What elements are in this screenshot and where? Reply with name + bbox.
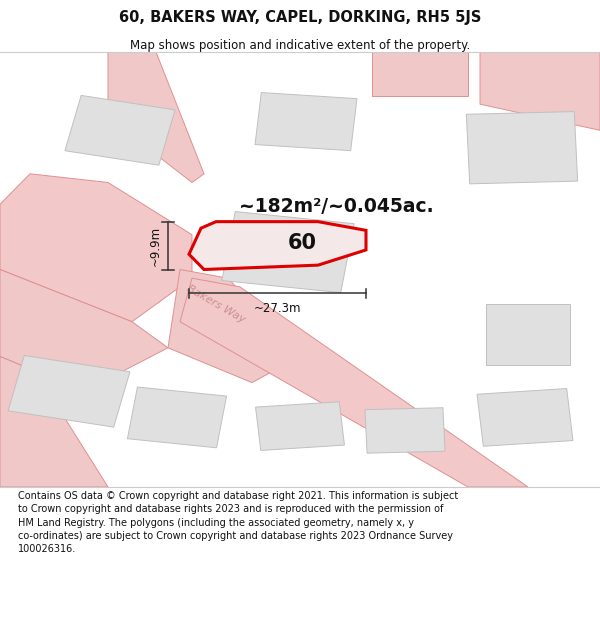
Polygon shape <box>466 111 578 184</box>
Text: Map shows position and indicative extent of the property.: Map shows position and indicative extent… <box>130 39 470 52</box>
Text: ~27.3m: ~27.3m <box>254 302 301 315</box>
Polygon shape <box>477 389 573 446</box>
Polygon shape <box>0 269 168 391</box>
Polygon shape <box>180 278 528 487</box>
Polygon shape <box>213 231 360 269</box>
Polygon shape <box>0 356 108 487</box>
Polygon shape <box>372 52 468 96</box>
Text: Contains OS data © Crown copyright and database right 2021. This information is : Contains OS data © Crown copyright and d… <box>18 491 458 554</box>
Polygon shape <box>256 402 344 451</box>
Polygon shape <box>0 174 192 322</box>
Polygon shape <box>255 92 357 151</box>
Polygon shape <box>8 356 130 427</box>
Text: ~182m²/~0.045ac.: ~182m²/~0.045ac. <box>239 197 433 216</box>
Text: 60: 60 <box>288 232 317 253</box>
Polygon shape <box>127 387 227 448</box>
Polygon shape <box>108 52 204 182</box>
Text: ~9.9m: ~9.9m <box>148 226 161 266</box>
Polygon shape <box>486 304 570 365</box>
Polygon shape <box>189 222 366 269</box>
Text: Bakers Way: Bakers Way <box>185 284 247 325</box>
Polygon shape <box>365 408 445 453</box>
Text: 60, BAKERS WAY, CAPEL, DORKING, RH5 5JS: 60, BAKERS WAY, CAPEL, DORKING, RH5 5JS <box>119 11 481 26</box>
Polygon shape <box>480 52 600 130</box>
Polygon shape <box>65 96 175 165</box>
Polygon shape <box>168 269 300 382</box>
Polygon shape <box>222 212 354 292</box>
